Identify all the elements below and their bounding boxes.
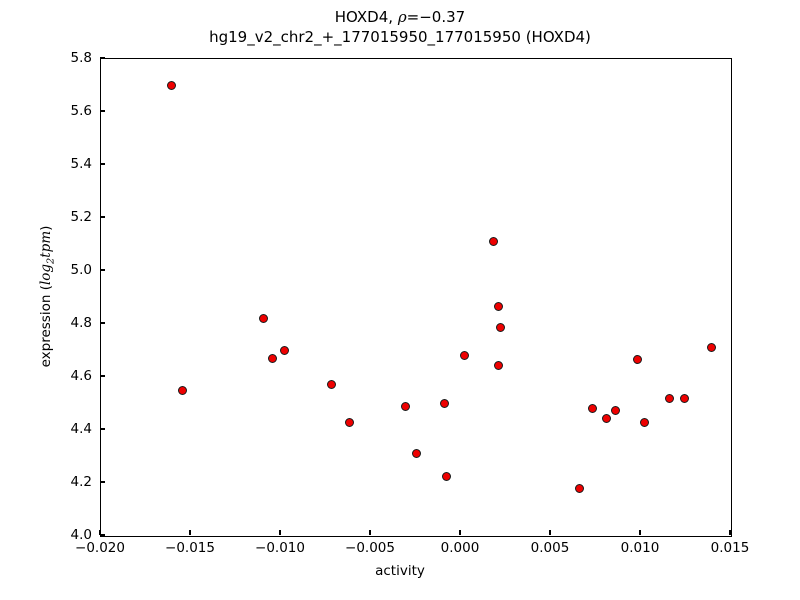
x-tick-label: 0.000 [440,540,480,556]
y-axis-label-suffix: ) [38,225,54,231]
data-point [177,385,187,395]
data-point [602,413,612,423]
data-point [632,355,642,365]
y-tick-label: 5.0 [70,262,92,278]
y-tick [100,534,105,536]
y-tick [100,322,105,324]
chart-title-line-2: hg19_v2_chr2_+_177015950_177015950 (HOXD… [209,27,591,46]
data-point [442,471,452,481]
data-point [494,302,504,312]
plot-data-area [101,59,731,536]
data-point [488,237,498,247]
y-tick [100,428,105,430]
y-tick-label: 4.4 [70,421,92,437]
chart-title-line-1: HOXD4, ρ=−0.37 [0,8,800,28]
data-point [267,353,277,363]
data-point [665,393,675,403]
y-axis-label-prefix: expression ( [38,285,54,368]
y-tick-label: 4.0 [70,527,92,543]
y-tick [100,375,105,377]
chart-title-gene: HOXD4 [334,8,389,26]
y-tick [100,269,105,271]
data-point [411,449,421,459]
data-point [575,483,585,493]
y-tick-label: 5.4 [70,156,92,172]
y-axis-label-math-base: log [38,263,54,286]
data-point [460,351,470,361]
y-tick-label: 5.8 [70,50,92,66]
chart-title-comma: , [388,8,398,26]
y-axis-label-math-sub: 2 [45,257,57,264]
y-tick [100,57,105,59]
x-axis-label: activity [375,563,425,579]
x-tick [549,530,551,535]
data-point [166,81,176,90]
y-tick [100,481,105,483]
data-point [496,323,506,333]
data-point [326,380,336,390]
x-tick [639,530,641,535]
x-tick-label: 0.015 [710,540,750,556]
data-point [400,401,410,411]
y-axis-label-math-unit: tpm [38,230,54,258]
x-tick [369,530,371,535]
x-tick-label: −0.010 [255,540,305,556]
data-point [344,417,354,427]
data-point [640,417,650,427]
data-point [280,346,290,355]
data-point [587,404,597,414]
x-tick-label: −0.015 [165,540,215,556]
data-point [258,314,268,324]
x-tick [189,530,191,535]
x-tick-label: 0.005 [530,540,570,556]
y-tick [100,216,105,218]
plot-frame [100,58,732,537]
data-point [440,399,450,408]
chart-title: HOXD4, ρ=−0.37 hg19_v2_chr2_+_177015950_… [0,8,800,47]
y-tick [100,163,105,165]
y-tick-label: 4.6 [70,368,92,384]
x-tick [99,530,101,535]
data-point [611,405,621,415]
rho-value: −0.37 [419,8,466,26]
x-tick-label: 0.010 [620,540,660,556]
x-tick [729,530,731,535]
y-axis-label: expression (log2tpm) [34,58,58,535]
y-tick-label: 4.2 [70,474,92,490]
x-tick-label: −0.005 [345,540,395,556]
data-point [706,343,716,353]
y-tick [100,110,105,112]
x-tick [459,530,461,535]
y-tick-label: 5.6 [70,103,92,119]
x-tick [279,530,281,535]
data-point [494,360,504,370]
y-tick-label: 4.8 [70,315,92,331]
y-tick-label: 5.2 [70,209,92,225]
x-tick-label: −0.020 [75,540,125,556]
rho-equals: = [406,8,420,26]
rho-symbol: ρ [397,8,407,26]
data-point [679,393,689,403]
